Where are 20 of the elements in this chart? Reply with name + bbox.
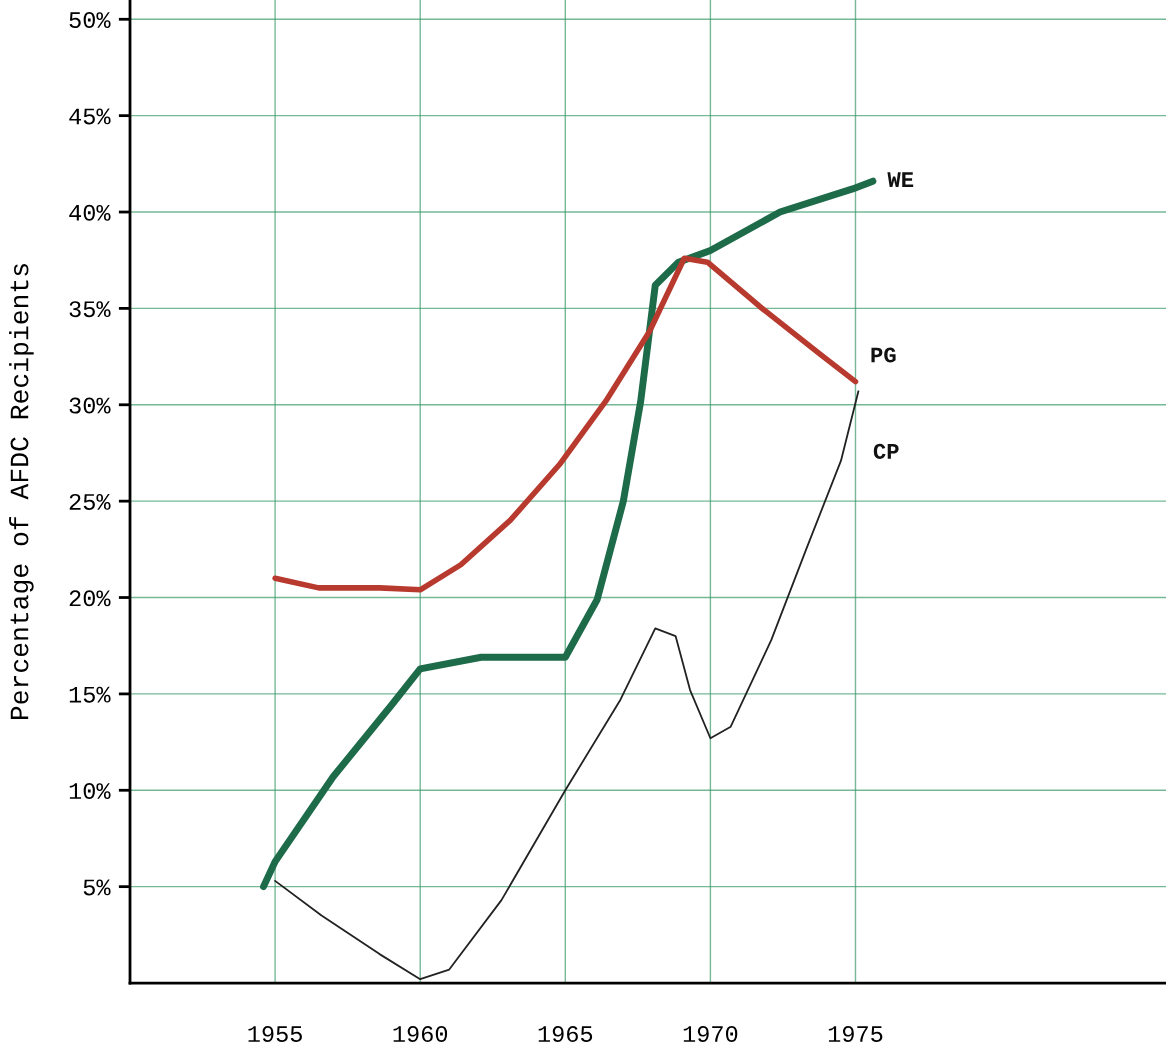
y-tick-label: 5% bbox=[83, 879, 111, 896]
y-tick-label: 20% bbox=[69, 590, 111, 607]
y-axis-title: Percentage of AFDC Recipients bbox=[9, 264, 34, 720]
series-label: PG bbox=[871, 347, 896, 363]
y-tick-label: 15% bbox=[69, 686, 111, 703]
y-tick-label: 35% bbox=[69, 301, 111, 318]
y-tick-label: 25% bbox=[69, 493, 111, 510]
y-tick-label: 40% bbox=[69, 204, 111, 221]
x-tick-label: 1955 bbox=[248, 1026, 302, 1043]
x-tick-label: 1970 bbox=[683, 1026, 738, 1043]
x-tick-label: 1975 bbox=[828, 1026, 883, 1043]
y-tick-label: 30% bbox=[69, 397, 111, 414]
y-tick-label: 45% bbox=[69, 108, 111, 125]
y-tick-label: 50% bbox=[69, 12, 111, 29]
y-tick-label: 10% bbox=[69, 783, 111, 800]
x-tick-label: 1960 bbox=[393, 1026, 448, 1043]
x-tick-label: 1965 bbox=[538, 1026, 593, 1043]
line-series bbox=[274, 390, 860, 981]
series-label: CP bbox=[873, 443, 899, 459]
series-label: WE bbox=[887, 172, 914, 187]
